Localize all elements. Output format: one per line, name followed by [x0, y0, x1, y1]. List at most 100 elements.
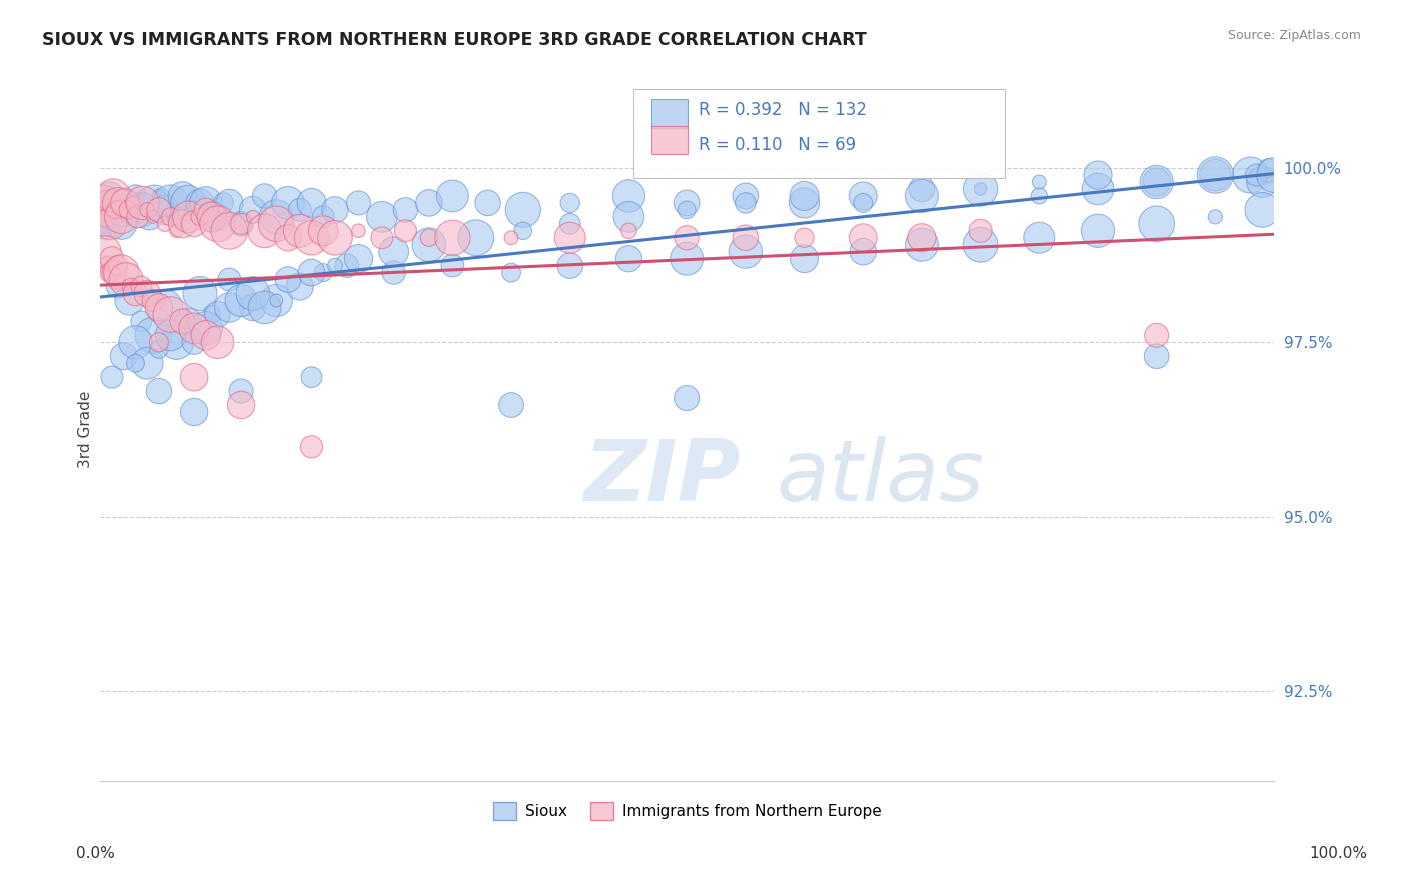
Point	[323, 259, 346, 273]
Point	[676, 391, 699, 405]
Point	[301, 266, 323, 280]
Point	[734, 231, 756, 245]
Point	[108, 202, 131, 217]
Point	[142, 293, 165, 308]
Point	[183, 335, 205, 350]
Point	[312, 224, 335, 238]
Point	[1251, 202, 1274, 217]
Point	[148, 384, 170, 398]
Point	[1146, 175, 1168, 189]
Point	[266, 293, 288, 308]
Point	[103, 210, 125, 224]
Point	[969, 182, 991, 196]
Point	[969, 224, 991, 238]
Point	[229, 217, 252, 231]
Point	[852, 189, 875, 203]
Point	[793, 231, 815, 245]
Point	[159, 328, 181, 343]
Point	[1087, 224, 1109, 238]
Point	[194, 202, 217, 217]
Point	[676, 231, 699, 245]
Point	[94, 244, 117, 259]
Point	[112, 349, 135, 363]
Point	[734, 244, 756, 259]
Point	[1204, 168, 1226, 182]
Point	[110, 217, 132, 231]
Text: ZIP: ZIP	[583, 435, 741, 519]
Point	[218, 224, 240, 238]
Point	[166, 210, 188, 224]
Point	[676, 252, 699, 266]
Point	[207, 210, 229, 224]
Point	[312, 210, 335, 224]
Point	[183, 321, 205, 335]
Point	[107, 195, 129, 210]
Point	[253, 301, 276, 315]
Point	[98, 189, 121, 203]
Point	[114, 195, 136, 210]
Point	[793, 252, 815, 266]
Point	[153, 217, 176, 231]
Point	[129, 279, 152, 293]
Point	[617, 189, 640, 203]
Point	[103, 266, 125, 280]
Point	[122, 195, 145, 210]
Point	[1087, 182, 1109, 196]
Point	[100, 217, 122, 231]
Point	[138, 210, 160, 224]
Point	[558, 195, 581, 210]
Point	[499, 231, 522, 245]
Point	[94, 210, 117, 224]
Y-axis label: 3rd Grade: 3rd Grade	[79, 391, 93, 468]
Point	[1146, 328, 1168, 343]
Point	[120, 279, 142, 293]
Point	[101, 252, 124, 266]
Point	[1028, 189, 1050, 203]
Point	[1263, 168, 1285, 182]
Text: SIOUX VS IMMIGRANTS FROM NORTHERN EUROPE 3RD GRADE CORRELATION CHART: SIOUX VS IMMIGRANTS FROM NORTHERN EUROPE…	[42, 31, 868, 49]
Point	[617, 252, 640, 266]
Point	[183, 202, 205, 217]
Point	[142, 210, 165, 224]
Point	[558, 231, 581, 245]
Text: R = 0.110   N = 69: R = 0.110 N = 69	[699, 136, 856, 154]
Point	[558, 259, 581, 273]
Point	[124, 335, 146, 350]
Point	[118, 293, 141, 308]
Point	[159, 195, 181, 210]
Point	[312, 266, 335, 280]
Point	[441, 189, 464, 203]
Point	[1251, 175, 1274, 189]
Point	[98, 266, 121, 280]
Point	[242, 202, 264, 217]
Point	[277, 272, 299, 286]
Point	[131, 195, 153, 210]
Point	[120, 210, 142, 224]
Text: Source: ZipAtlas.com: Source: ZipAtlas.com	[1227, 29, 1361, 42]
Point	[124, 286, 146, 301]
Point	[172, 217, 194, 231]
Point	[288, 202, 311, 217]
Point	[382, 266, 405, 280]
Point	[852, 231, 875, 245]
Point	[418, 231, 440, 245]
Point	[112, 202, 135, 217]
Point	[183, 217, 205, 231]
Point	[969, 237, 991, 252]
Point	[142, 328, 165, 343]
Point	[207, 217, 229, 231]
Point	[371, 210, 394, 224]
Point	[793, 195, 815, 210]
Point	[1239, 168, 1261, 182]
Point	[201, 210, 224, 224]
Point	[159, 210, 181, 224]
Point	[212, 195, 235, 210]
Point	[499, 266, 522, 280]
Point	[418, 237, 440, 252]
Point	[617, 210, 640, 224]
Point	[107, 259, 129, 273]
Point	[166, 335, 188, 350]
Point	[1028, 175, 1050, 189]
Point	[1146, 349, 1168, 363]
Point	[188, 286, 211, 301]
